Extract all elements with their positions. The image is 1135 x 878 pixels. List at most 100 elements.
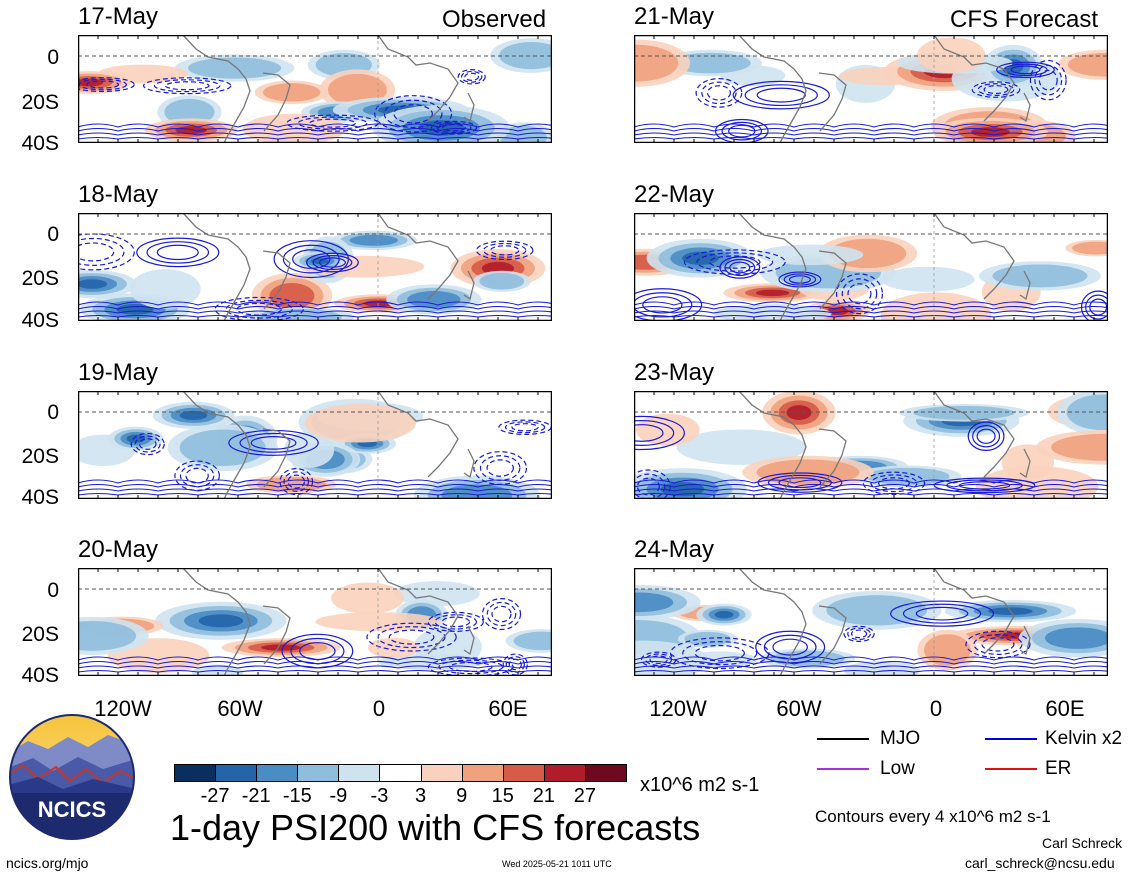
contour-note: Contours every 4 x10^6 m2 s-1 [815,807,1051,826]
contour-line [634,123,1108,128]
panel-date-left-3: 19-May [78,359,159,386]
shading-blob [923,634,971,666]
colorbar [174,764,627,782]
coastline-south-america [262,605,291,665]
ytick-0: 0 [47,223,59,246]
contour-line [744,84,818,107]
contour-line [719,256,761,279]
contour-line [933,477,1036,494]
shading-blob [407,291,461,308]
contour-line [983,85,1009,95]
panel-frame [634,213,1108,321]
contour-line [393,104,433,124]
contour-line [309,118,357,128]
shading-blob [187,57,282,79]
contour-line [464,72,480,81]
colorbar-units: x10^6 m2 s-1 [640,774,760,796]
contour-line [1010,65,1041,75]
shading-blob [78,279,108,289]
xtick-0: 0 [372,696,386,721]
contour-line [486,601,517,627]
colorbar-cell [297,764,340,782]
coastline-africa [933,391,1015,478]
contour-line [498,419,552,435]
contour-line [457,69,486,85]
shading-blob [634,592,674,613]
shading-blob [682,251,719,265]
panel-date-right-1: 21-May [634,3,715,30]
low-legend-line [817,768,869,770]
figure-title: 1-day PSI200 with CFS forecasts [170,807,701,848]
contour-line [239,432,308,453]
contour-line [490,245,520,256]
contour-line [482,242,527,258]
panel-frame [634,35,1108,143]
panel-date-right-2: 22-May [634,181,715,208]
xtick-120w: 120W [94,696,152,721]
ytick-20s: 20S [21,623,59,646]
colorbar-labels: -27 -21 -15 -9 -3 3 9 15 21 27 [174,786,626,808]
contour-line [78,132,552,136]
shading-blob [331,582,405,614]
xtick-0: 0 [929,696,943,721]
contour-line [286,114,379,132]
shading-blob [635,413,700,447]
coastline-south-america [818,72,847,132]
contour-line [890,600,995,627]
contour-line [475,240,534,261]
contour-line [282,244,340,274]
coastline-south-america [818,605,847,665]
contour-line [634,415,685,451]
contour-line [491,605,512,623]
coastline-africa [377,213,459,300]
ytick-20s: 20S [21,267,59,290]
shading-blob [1072,241,1108,255]
contour-line [977,83,1015,96]
contour-line [732,80,830,110]
er-legend-line [985,768,1037,770]
contour-line [504,421,546,434]
contour-line [225,299,293,319]
contour-line [78,488,552,492]
colorbar-level-label: -21 [241,785,271,807]
ytick-0: 0 [47,579,59,602]
contour-line [377,626,446,649]
contour-line [695,77,743,108]
colorbar-level-label: 21 [532,785,555,807]
contour-line [78,301,552,306]
coastline-south-america [182,568,251,676]
ytick-40s: 40S [21,664,59,687]
map-panel-19-may [78,391,552,499]
map-panel-23-may [634,391,1108,499]
contour-line [642,296,683,314]
coastline-africa [933,568,1015,655]
contour-line [772,638,808,656]
panel-date-right-4: 24-May [634,536,715,563]
coastline-south-america [182,213,251,321]
kelvin-legend-line [985,738,1037,740]
contour-line [78,127,552,132]
contour-line [843,625,875,642]
contour-line [436,122,472,134]
forecast-label: CFS Forecast [950,6,1099,33]
contour-line [78,305,552,310]
contour-line [696,252,774,272]
contour-line [634,488,1108,492]
contour-line [78,242,115,262]
contour-line [236,302,282,316]
contour-line [728,124,756,138]
shading-blob [684,631,731,646]
coastline-madagascar [1019,448,1031,479]
contour-line [78,237,125,266]
contour-line [701,81,737,105]
contour-line [981,637,1015,652]
contour-line [138,438,157,450]
panel-date-left-4: 20-May [78,536,159,563]
shading-blob [786,405,812,420]
contour-line [1029,59,1067,101]
ytick-20s: 20S [21,445,59,468]
contour-line [78,483,552,488]
colorbar-level-label: 15 [491,785,514,807]
contour-line [634,305,1108,310]
colorbar-level-label: -3 [370,785,389,807]
